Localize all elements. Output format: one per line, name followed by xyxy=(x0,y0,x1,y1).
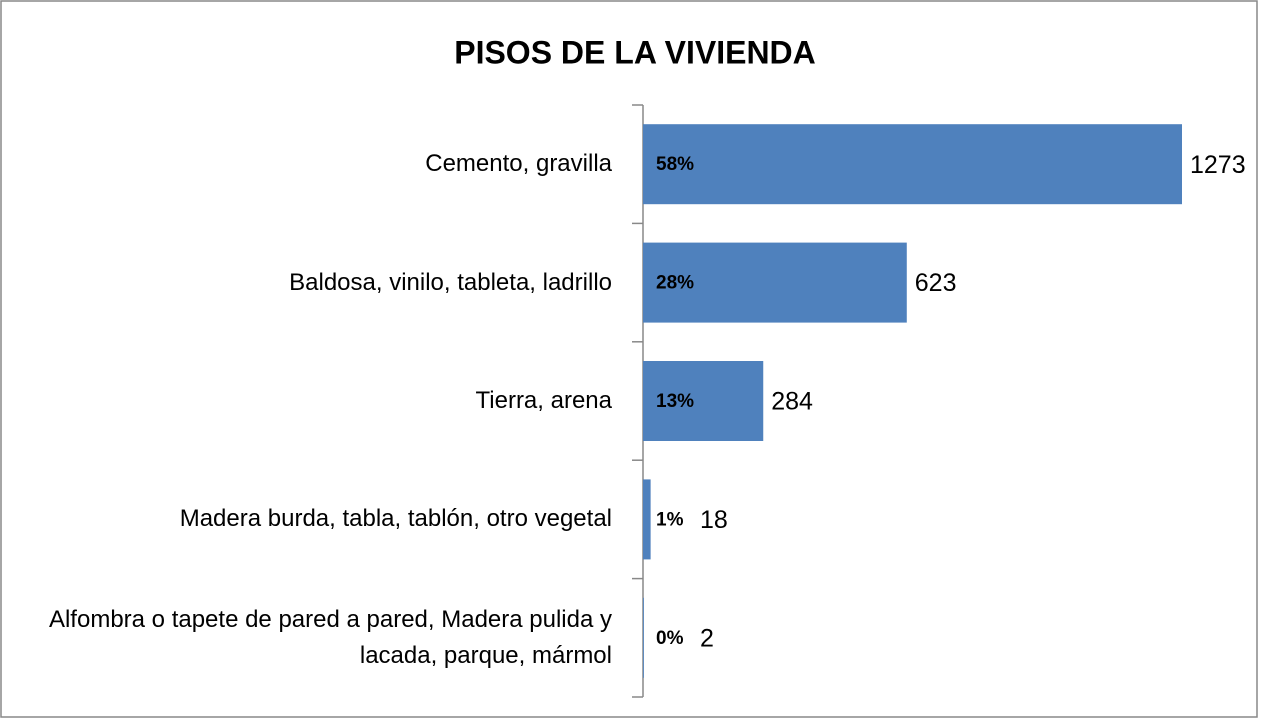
share-label: 1% xyxy=(656,509,684,530)
share-label: 58% xyxy=(656,154,694,175)
category-label: Alfombra o tapete de pared a pared, Made… xyxy=(48,605,612,669)
value-label: 284 xyxy=(771,388,813,416)
category-label: Baldosa, vinilo, tableta, ladrillo xyxy=(289,268,612,296)
bar xyxy=(643,479,651,560)
chart-title: PISOS DE LA VIVIENDA xyxy=(454,34,816,70)
share-label: 13% xyxy=(656,391,694,412)
share-label: 28% xyxy=(656,273,694,294)
value-label: 2 xyxy=(700,624,714,652)
bar xyxy=(643,124,1182,205)
value-label: 18 xyxy=(700,506,728,534)
share-label: 0% xyxy=(656,628,684,649)
category-label: Tierra, arena xyxy=(475,387,613,414)
category-label: Madera burda, tabla, tablón, otro vegeta… xyxy=(179,505,612,533)
bar xyxy=(643,242,907,323)
bar xyxy=(643,597,644,678)
category-label: Cemento, gravilla xyxy=(425,150,612,178)
bar xyxy=(643,361,764,441)
value-label: 1273 xyxy=(1190,151,1246,179)
value-label: 623 xyxy=(915,269,957,297)
